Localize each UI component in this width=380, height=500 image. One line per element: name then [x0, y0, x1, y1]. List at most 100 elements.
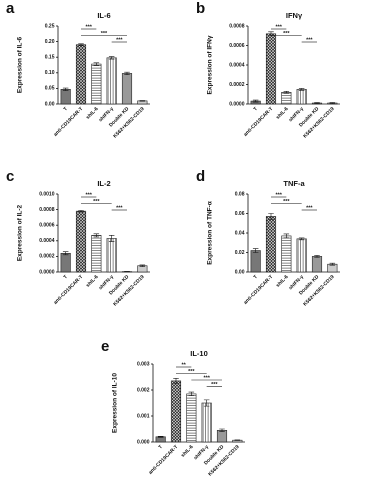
- error-bar: [283, 233, 290, 239]
- significance-label: ***: [101, 31, 108, 37]
- y-tick-label: 0.25: [45, 23, 55, 29]
- bar: [60, 89, 71, 105]
- bar: [311, 256, 323, 273]
- error-bar: [157, 435, 164, 438]
- significance-label: ***: [306, 205, 313, 211]
- chart-title: TNF-a: [283, 179, 305, 188]
- error-bar: [314, 102, 320, 104]
- y-axis-label: Expression of IL-6: [17, 36, 24, 93]
- significance-label: ***: [203, 375, 210, 381]
- bar: [281, 92, 292, 105]
- panel-letter: d: [196, 168, 205, 185]
- y-tick-label: 0.0004: [39, 238, 55, 244]
- bar: [75, 210, 87, 273]
- significance-label: ***: [116, 37, 123, 43]
- y-tick-label: 0.0002: [39, 254, 55, 260]
- error-bar: [252, 99, 259, 103]
- y-tick-label: 0.02: [235, 250, 245, 256]
- y-tick-label: 0.04: [235, 230, 245, 236]
- y-tick-label: 0.002: [137, 387, 150, 393]
- y-tick-label: 0.0004: [229, 62, 245, 68]
- panel-letter: c: [6, 168, 14, 185]
- y-tick-label: 0.0008: [39, 207, 55, 213]
- error-bar: [78, 210, 84, 213]
- bar: [296, 238, 307, 273]
- error-bar: [203, 399, 210, 407]
- y-tick-label: 0.0010: [39, 191, 55, 197]
- bar: [106, 57, 117, 105]
- y-tick-label: 0.000: [137, 439, 150, 445]
- error-bar: [252, 248, 259, 253]
- error-bar: [173, 378, 179, 384]
- y-tick-label: 0.003: [137, 361, 150, 367]
- y-axis-label: Expression of IFNγ: [207, 35, 214, 94]
- error-bar: [283, 91, 290, 94]
- significance-label: ***: [85, 24, 92, 30]
- error-bar: [108, 56, 115, 60]
- bar: [121, 73, 133, 105]
- error-bar: [298, 237, 305, 241]
- significance-label: ***: [188, 369, 195, 375]
- error-bar: [314, 255, 320, 258]
- bar: [265, 33, 277, 105]
- error-bar: [62, 251, 69, 256]
- bar: [106, 238, 117, 273]
- error-bar: [298, 88, 305, 91]
- error-bar: [124, 71, 130, 75]
- bar: [186, 393, 197, 443]
- error-bar: [93, 62, 100, 66]
- bar: [170, 380, 182, 443]
- error-bar: [78, 43, 84, 46]
- y-tick-label: 0.0008: [229, 23, 245, 29]
- significance-label: ***: [275, 24, 282, 30]
- error-bar: [93, 233, 100, 238]
- y-tick-label: 0.0000: [39, 269, 55, 275]
- bar: [201, 402, 212, 443]
- chart-title: IL-2: [97, 179, 110, 188]
- x-tick-label: T: [253, 274, 259, 280]
- y-tick-label: 0.00: [45, 101, 55, 107]
- significance-label: ***: [306, 37, 313, 43]
- significance-label: ***: [211, 382, 218, 388]
- error-bar: [108, 235, 115, 242]
- y-tick-label: 0.10: [45, 70, 55, 76]
- bar: [296, 89, 307, 105]
- bar: [265, 216, 277, 273]
- y-tick-label: 0.0000: [229, 101, 245, 107]
- panel-letter: a: [6, 0, 15, 17]
- error-bar: [329, 262, 336, 266]
- bar: [281, 235, 292, 273]
- significance-label: **: [182, 362, 187, 368]
- error-bar: [139, 100, 146, 102]
- chart-title: IL-10: [190, 349, 208, 358]
- bar: [75, 44, 87, 105]
- y-tick-label: 0.20: [45, 39, 55, 45]
- x-tick-label: T: [63, 106, 69, 112]
- bar: [91, 235, 102, 273]
- significance-label: ***: [85, 192, 92, 198]
- y-tick-label: 0.00: [235, 269, 245, 275]
- significance-label: ***: [283, 199, 290, 205]
- bar: [60, 252, 71, 273]
- x-tick-label: T: [158, 444, 164, 450]
- error-bar: [139, 264, 146, 267]
- significance-label: ***: [275, 192, 282, 198]
- y-tick-label: 0.05: [45, 86, 55, 92]
- x-tick-label: T: [253, 106, 259, 112]
- panel-letter: b: [196, 0, 205, 17]
- significance-label: ***: [116, 205, 123, 211]
- bar: [250, 250, 261, 273]
- bar: [91, 63, 102, 105]
- y-axis-label: Expression of IL-10: [112, 373, 119, 433]
- error-bar: [188, 391, 195, 397]
- x-tick-label: T: [63, 274, 69, 280]
- y-axis-label: Expression of TNF-α: [207, 201, 214, 265]
- bar: [216, 429, 228, 443]
- y-tick-label: 0.08: [235, 191, 245, 197]
- y-axis-label: Expression of IL-2: [17, 204, 24, 261]
- y-tick-label: 0.0006: [39, 223, 55, 229]
- error-bar: [234, 439, 241, 441]
- chart-title: IL-6: [97, 11, 110, 20]
- y-tick-label: 0.0002: [229, 82, 245, 88]
